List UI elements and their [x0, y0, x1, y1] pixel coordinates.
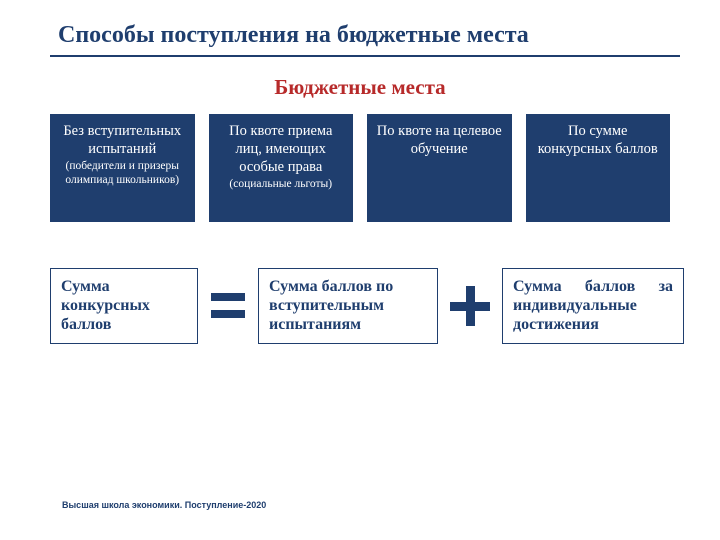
method-box-2: По квоте на целевое обучение — [367, 114, 512, 222]
method-box-1: По квоте приема лиц, имеющих особые прав… — [209, 114, 354, 222]
method-main: По сумме конкурсных баллов — [532, 122, 665, 158]
plus-icon — [450, 286, 490, 326]
footer-text: Высшая школа экономики. Поступление-2020 — [62, 500, 266, 510]
method-note: (социальные льготы) — [215, 178, 348, 192]
formula-box-result: Сумма конкурсных баллов — [50, 268, 198, 344]
page-title: Способы поступления на бюджетные места — [0, 0, 720, 55]
method-main: По квоте на целевое обучение — [373, 122, 506, 158]
method-note: (победители и призеры олимпиад школьнико… — [56, 160, 189, 188]
method-box-0: Без вступительных испытаний (победители … — [50, 114, 195, 222]
method-box-3: По сумме конкурсных баллов — [526, 114, 671, 222]
formula-box-achievements: Сумма баллов за индивидуальные достижени… — [502, 268, 684, 344]
formula-row: Сумма конкурсных баллов Сумма баллов по … — [0, 268, 720, 344]
methods-row: Без вступительных испытаний (победители … — [0, 114, 720, 222]
title-underline — [50, 55, 680, 57]
equals-icon — [210, 293, 246, 318]
method-main: Без вступительных испытаний — [56, 122, 189, 158]
formula-box-exams: Сумма баллов по вступительным испытаниям — [258, 268, 438, 344]
subtitle: Бюджетные места — [0, 75, 720, 100]
method-main: По квоте приема лиц, имеющих особые прав… — [215, 122, 348, 176]
